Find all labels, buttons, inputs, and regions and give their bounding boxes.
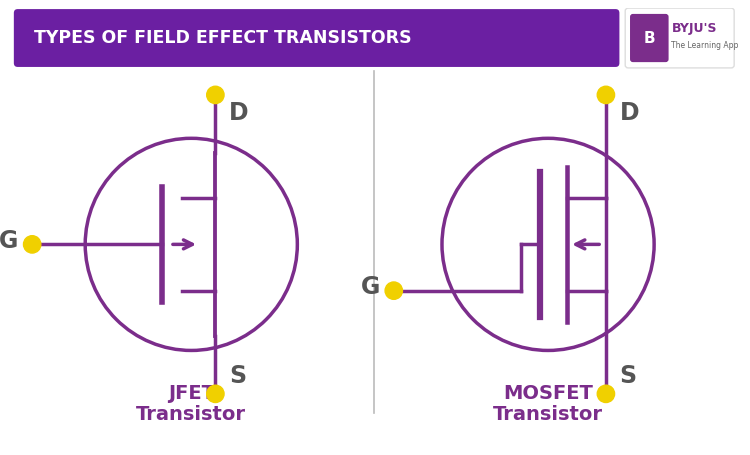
FancyBboxPatch shape bbox=[626, 8, 734, 68]
Circle shape bbox=[597, 385, 614, 403]
Text: The Learning App: The Learning App bbox=[671, 41, 739, 50]
Text: Transistor: Transistor bbox=[136, 405, 246, 425]
Text: S: S bbox=[620, 364, 637, 388]
Text: G: G bbox=[0, 229, 19, 253]
Text: TYPES OF FIELD EFFECT TRANSISTORS: TYPES OF FIELD EFFECT TRANSISTORS bbox=[34, 29, 412, 47]
Circle shape bbox=[23, 236, 40, 253]
Text: G: G bbox=[361, 275, 380, 299]
Text: D: D bbox=[229, 101, 248, 125]
Text: JFET: JFET bbox=[168, 384, 214, 403]
Circle shape bbox=[207, 385, 224, 403]
Text: MOSFET: MOSFET bbox=[503, 384, 593, 403]
Text: D: D bbox=[620, 101, 639, 125]
Text: S: S bbox=[229, 364, 246, 388]
Circle shape bbox=[385, 282, 403, 299]
Circle shape bbox=[597, 86, 614, 104]
Circle shape bbox=[207, 86, 224, 104]
Text: Transistor: Transistor bbox=[493, 405, 603, 425]
Text: BYJU'S: BYJU'S bbox=[671, 22, 717, 35]
FancyBboxPatch shape bbox=[630, 14, 668, 62]
Text: B: B bbox=[644, 30, 655, 46]
FancyBboxPatch shape bbox=[13, 9, 620, 67]
